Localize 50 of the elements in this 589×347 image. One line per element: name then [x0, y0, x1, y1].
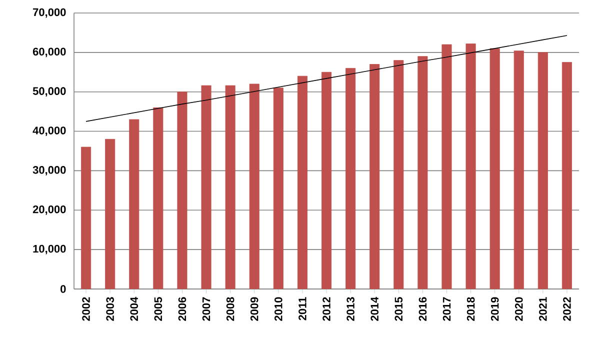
y-tick-label: 10,000 — [33, 244, 66, 254]
x-tick-label: 2005 — [154, 297, 162, 321]
x-tick-label: 2003 — [106, 297, 114, 321]
x-tick-label: 2006 — [178, 297, 186, 321]
bar — [418, 56, 428, 289]
x-tick-label: 2011 — [298, 297, 306, 320]
bar — [466, 44, 476, 289]
y-tick-label: 20,000 — [32, 205, 66, 215]
x-tick-label: 2012 — [322, 297, 330, 321]
bar — [514, 50, 524, 289]
bar — [273, 88, 284, 289]
bar — [297, 76, 308, 289]
bar — [105, 138, 116, 289]
bar — [562, 62, 572, 289]
bar — [81, 146, 92, 289]
y-tick-label: 60,000 — [32, 48, 66, 58]
y-tick-label: 70,000 — [33, 8, 66, 18]
bar — [321, 72, 332, 289]
y-tick-label: 40,000 — [32, 126, 66, 136]
x-tick-label: 2014 — [370, 296, 378, 321]
x-tick-label: 2007 — [202, 297, 210, 321]
y-tick-label: 30,000 — [32, 166, 66, 176]
x-tick-label: 2010 — [274, 297, 282, 321]
bar — [346, 68, 356, 289]
x-tick-label: 2002 — [82, 297, 90, 321]
x-tick-label: 2022 — [563, 297, 571, 321]
bar — [370, 64, 380, 289]
x-tick-label: 2019 — [490, 297, 499, 321]
x-tick-label: 2008 — [226, 297, 234, 321]
y-tick-label: 50,000 — [32, 87, 66, 97]
bar — [225, 85, 236, 289]
bar — [153, 107, 164, 289]
bar — [201, 85, 212, 289]
x-tick-label: 2021 — [539, 297, 547, 321]
x-tick-label: 2020 — [514, 297, 523, 321]
bar — [538, 52, 548, 289]
x-tick-label: 2004 — [130, 296, 138, 321]
bar — [394, 60, 404, 289]
bar — [442, 44, 452, 289]
x-tick-label: 2017 — [442, 297, 451, 321]
x-tick-label: 2018 — [466, 297, 475, 321]
bar — [129, 119, 140, 289]
y-tick-label: 0 — [60, 285, 66, 293]
x-tick-label: 2016 — [418, 297, 427, 321]
bar — [249, 84, 260, 289]
bar — [490, 48, 500, 289]
x-tick-label: 2013 — [346, 297, 354, 321]
x-tick-label: 2015 — [394, 297, 403, 321]
bar — [177, 92, 188, 289]
x-tick-label: 2009 — [250, 297, 258, 321]
